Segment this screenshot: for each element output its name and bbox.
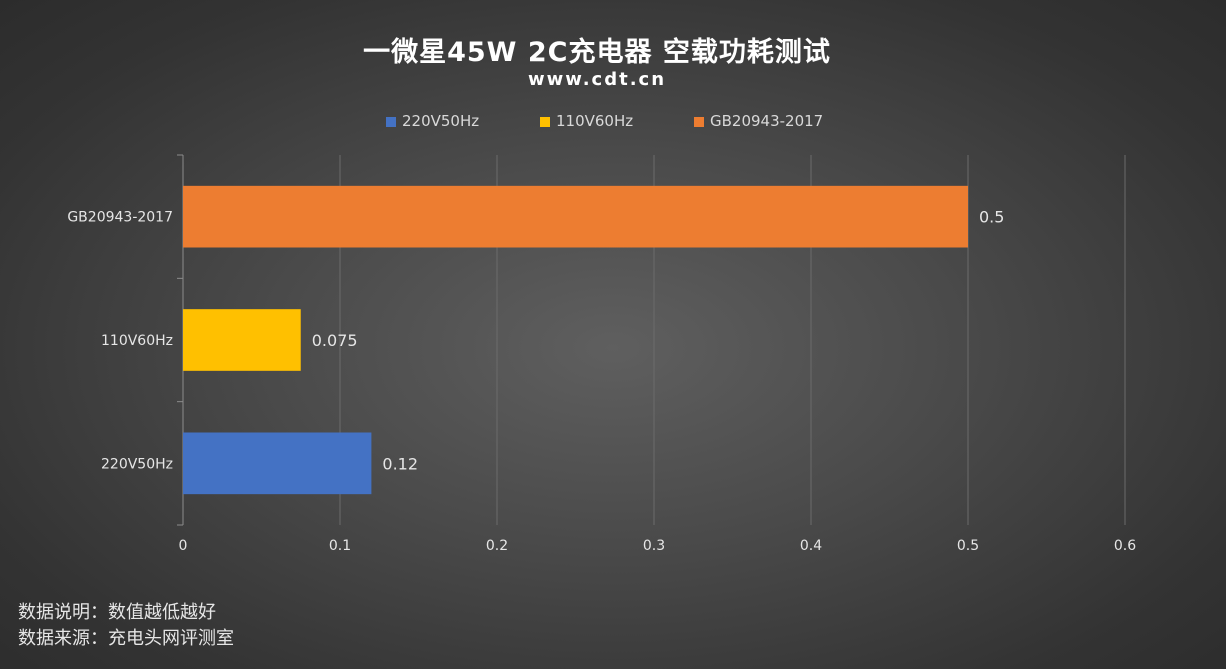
bar-2 [183,185,968,248]
x-tick-label-3: 0.3 [643,538,665,554]
legend-swatch-220v50hz [386,117,396,127]
legend-swatch-110v60hz [540,117,550,127]
x-tick-label-4: 0.4 [800,538,822,554]
x-tick-label-2: 0.2 [486,538,508,554]
data-source: 数据来源：充电头网评测室 [18,628,234,649]
legend-swatch-gb20943 [694,117,704,127]
category-label-0: 220V50Hz [101,456,173,472]
x-tick-label-1: 0.1 [329,538,351,554]
data-label-2: 0.5 [979,208,1004,227]
bar-1 [183,309,301,371]
bar-0 [183,432,372,495]
legend-label-gb20943: GB20943-2017 [710,112,824,130]
x-tick-label-5: 0.5 [957,538,979,554]
data-label-1: 0.075 [312,331,358,350]
footer-notes: 数据说明：数值越低越好 数据来源：充电头网评测室 [18,600,234,652]
legend-label-220v50hz: 220V50Hz [402,112,480,130]
x-tick-label-6: 0.6 [1114,538,1136,554]
legend-item-gb20943: GB20943-2017 [694,110,823,132]
legend-item-220v50hz: 220V50Hz [386,110,479,132]
data-label-0: 0.12 [382,454,418,473]
x-tick-label-0: 0 [179,538,188,554]
chart-subtitle: www.cdt.cn [527,69,667,90]
legend: 220V50Hz 110V60Hz GB20943-2017 [0,110,1226,132]
legend-item-110v60hz: 110V60Hz [540,110,633,132]
category-label-2: GB20943-2017 [67,210,173,226]
legend-label-110v60hz: 110V60Hz [556,112,634,130]
chart-title: 一微星45W 2C充电器 空载功耗测试 [363,37,831,68]
data-note: 数据说明：数值越低越好 [18,602,216,623]
category-label-1: 110V60Hz [101,333,173,349]
